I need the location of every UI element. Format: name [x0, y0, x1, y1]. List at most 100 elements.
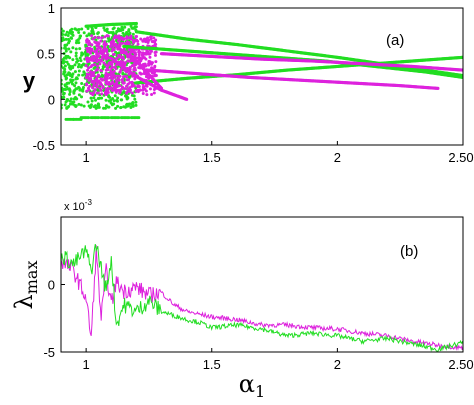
x-tick-label: 1: [83, 357, 90, 372]
bifurcation-point: [90, 99, 94, 103]
bifurcation-point: [90, 64, 94, 68]
bifurcation-point: [134, 100, 138, 104]
bifurcation-point: [133, 63, 137, 67]
bifurcation-point: [105, 55, 109, 59]
panel-label-b: (b): [400, 243, 418, 260]
bifurcation-point: [93, 104, 97, 108]
bifurcation-point: [106, 67, 110, 71]
bifurcation-point: [153, 65, 157, 69]
bifurcation-point: [96, 96, 100, 100]
bifurcation-point: [95, 83, 99, 87]
bifurcation-point: [95, 68, 99, 72]
bifurcation-point: [125, 30, 129, 34]
bifurcation-point: [116, 35, 120, 39]
bifurcation-point: [66, 87, 70, 91]
bifurcation-point: [120, 25, 124, 29]
bifurcation-point: [74, 51, 78, 55]
bifurcation-point: [61, 89, 64, 93]
bifurcation-point: [110, 49, 114, 53]
bifurcation-point: [148, 55, 152, 59]
bifurcation-point: [87, 76, 91, 80]
bifurcation-point: [68, 71, 72, 75]
bifurcation-point: [92, 32, 96, 36]
y-tick-label: -5: [43, 345, 55, 360]
bifurcation-point: [109, 101, 113, 105]
bifurcation-point: [137, 116, 141, 120]
bifurcation-point: [104, 63, 108, 67]
x-tick-label: 1.5: [203, 357, 221, 372]
bifurcation-point: [116, 104, 120, 108]
bifurcation-point: [114, 90, 118, 94]
bifurcation-point: [111, 31, 115, 35]
bifurcation-point: [99, 88, 103, 92]
bifurcation-point: [76, 65, 80, 69]
bifurcation-point: [92, 74, 96, 78]
bifurcation-point: [68, 99, 72, 103]
bifurcation-point: [87, 116, 91, 120]
bifurcation-point: [96, 102, 100, 106]
bifurcation-point: [147, 38, 151, 42]
magenta-branch: [109, 41, 164, 90]
bifurcation-point: [128, 51, 132, 55]
x-tick-label: 1: [83, 150, 90, 165]
bifurcation-point: [62, 71, 66, 75]
bifurcation-point: [127, 116, 131, 120]
bifurcation-point: [66, 33, 70, 37]
bifurcation-point: [111, 77, 115, 81]
x-axis-label-b-sub: 1: [255, 382, 265, 401]
bifurcation-point: [91, 37, 95, 41]
bifurcation-point: [92, 59, 96, 63]
bifurcation-point: [74, 54, 78, 58]
bifurcation-point: [80, 95, 84, 99]
bifurcation-point: [86, 68, 90, 72]
bifurcation-point: [133, 77, 137, 81]
bifurcation-point: [93, 35, 97, 39]
bifurcation-point: [70, 32, 74, 36]
bifurcation-point: [120, 41, 124, 45]
bifurcation-point: [64, 77, 68, 81]
bifurcation-point: [81, 73, 85, 77]
x-tick-label: 2: [334, 150, 341, 165]
bifurcation-point: [100, 58, 104, 62]
bifurcation-point: [96, 91, 100, 95]
bifurcation-point: [72, 97, 76, 101]
bifurcation-point: [118, 70, 122, 74]
bifurcation-point: [73, 63, 77, 67]
bifurcation-point: [92, 56, 96, 60]
bifurcation-point: [103, 49, 107, 53]
bifurcation-point: [104, 43, 108, 47]
bifurcation-point: [148, 60, 152, 64]
bifurcation-point: [116, 96, 120, 100]
bifurcation-point: [115, 56, 119, 60]
bifurcation-point: [112, 69, 116, 73]
plot-area-b: [61, 244, 463, 352]
bifurcation-point: [110, 63, 114, 67]
bifurcation-point: [82, 104, 86, 108]
bifurcation-point: [64, 33, 68, 37]
bifurcation-point: [71, 46, 75, 50]
y-tick-label: 1: [48, 1, 55, 16]
bifurcation-point: [128, 80, 132, 84]
bifurcation-point: [69, 50, 73, 54]
bifurcation-point: [89, 96, 93, 100]
bifurcation-point: [139, 37, 143, 41]
bifurcation-point: [103, 28, 107, 32]
bifurcation-point: [85, 38, 89, 42]
bifurcation-point: [123, 87, 127, 91]
bifurcation-point: [112, 48, 116, 52]
bifurcation-point: [136, 42, 140, 46]
bifurcation-point: [115, 85, 119, 89]
bifurcation-point: [133, 66, 137, 70]
bifurcation-point: [97, 54, 101, 58]
bifurcation-point: [85, 34, 89, 38]
bifurcation-point: [90, 29, 94, 33]
scale-label-exp: -3: [85, 198, 93, 207]
bifurcation-point: [71, 66, 75, 70]
bifurcation-point: [103, 40, 107, 44]
bifurcation-point: [109, 69, 113, 73]
bifurcation-point: [93, 49, 97, 53]
bifurcation-point: [106, 72, 110, 76]
bifurcation-point: [74, 104, 78, 108]
bifurcation-point: [89, 103, 93, 107]
x-tick-label: 2.50: [448, 150, 473, 165]
